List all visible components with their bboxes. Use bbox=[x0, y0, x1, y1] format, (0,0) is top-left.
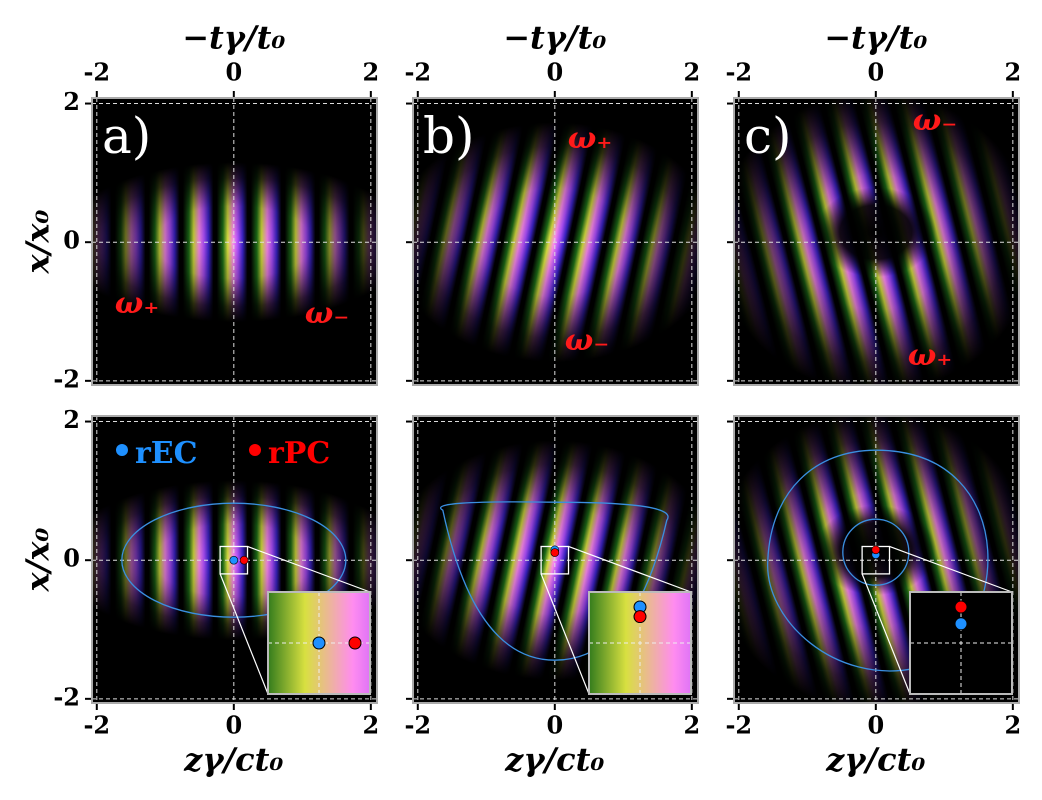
inset-point bbox=[312, 636, 326, 650]
x-tick-label: 0 bbox=[546, 58, 563, 87]
x-tick-label: 0 bbox=[225, 711, 242, 740]
field-image bbox=[734, 98, 1019, 385]
annotation: ω₊ bbox=[115, 286, 159, 321]
x-tick-label: 2 bbox=[362, 58, 379, 87]
x-tick-label: 2 bbox=[1004, 711, 1021, 740]
plot-frame bbox=[733, 415, 1020, 704]
inset-point bbox=[954, 600, 968, 614]
y-tick-label: -2 bbox=[53, 364, 80, 393]
y-tick-label: 2 bbox=[63, 87, 80, 116]
zoom-connector bbox=[568, 545, 692, 593]
zoom-connector bbox=[861, 573, 911, 695]
y-axis-label: x/x₀ bbox=[19, 528, 57, 593]
legend-label: rEC bbox=[135, 436, 198, 471]
plot-frame bbox=[91, 97, 378, 386]
inset-point bbox=[348, 636, 362, 650]
x2-axis-label: −tγ/t₀ bbox=[503, 19, 606, 57]
plot-frame bbox=[412, 97, 699, 386]
inset-point bbox=[954, 617, 968, 631]
annotation: ω₊ bbox=[908, 338, 952, 373]
panel: -2 0 2 -2 0 2 rEC rPC bbox=[53, 405, 379, 739]
annotation: ω₋ bbox=[305, 296, 349, 331]
field-image bbox=[92, 98, 377, 385]
zoom-connector bbox=[219, 573, 269, 695]
x-tick-label: 2 bbox=[683, 58, 700, 87]
inset-frame bbox=[909, 591, 1013, 695]
zoom-connector bbox=[889, 545, 1013, 593]
x-tick-label: -2 bbox=[83, 58, 110, 87]
point bbox=[550, 548, 560, 557]
panel-label: c) bbox=[744, 107, 792, 165]
point bbox=[239, 555, 249, 565]
x-tick-label: -2 bbox=[404, 711, 431, 740]
y-tick-label: 2 bbox=[63, 405, 80, 434]
contour bbox=[440, 501, 669, 661]
y-tick-label: 0 bbox=[63, 226, 80, 255]
x-tick-label: 2 bbox=[362, 711, 379, 740]
point bbox=[871, 545, 881, 555]
x-tick-label: 0 bbox=[867, 711, 884, 740]
annotation: ω₊ bbox=[568, 121, 612, 156]
x-axis-label: zγ/ct₀ bbox=[825, 741, 925, 779]
x-tick-label: 2 bbox=[1004, 58, 1021, 87]
x-tick-label: -2 bbox=[83, 711, 110, 740]
plot-frame bbox=[91, 415, 378, 704]
x2-axis-label: −tγ/t₀ bbox=[824, 19, 927, 57]
inset-point bbox=[633, 610, 647, 624]
point bbox=[229, 555, 239, 565]
zoom-connector bbox=[540, 573, 590, 695]
x2-axis-label: −tγ/t₀ bbox=[182, 19, 285, 57]
x-tick-label: 0 bbox=[546, 711, 563, 740]
fringes bbox=[734, 98, 1019, 385]
plot-frame bbox=[412, 415, 699, 704]
panel: -2 0 2 bbox=[404, 58, 700, 386]
fringes bbox=[413, 98, 698, 385]
annotation: ω₋ bbox=[565, 323, 609, 358]
fringes bbox=[92, 98, 377, 385]
x-axis-label: zγ/ct₀ bbox=[504, 741, 604, 779]
inset-frame bbox=[267, 591, 371, 695]
contour bbox=[767, 449, 989, 672]
plot-frame bbox=[733, 97, 1020, 386]
panel: -2 0 2-202 bbox=[53, 58, 379, 394]
zoom-connector bbox=[247, 545, 371, 593]
panel: -2 0 2 bbox=[725, 415, 1021, 740]
inset-frame bbox=[588, 591, 692, 695]
y-axis-label: x/x₀ bbox=[19, 210, 57, 275]
legend-marker bbox=[116, 444, 128, 456]
panel-label: b) bbox=[423, 107, 475, 165]
x-axis-label: zγ/ct₀ bbox=[183, 741, 283, 779]
legend-marker bbox=[249, 444, 261, 456]
x-tick-label: -2 bbox=[404, 58, 431, 87]
contour bbox=[842, 518, 910, 586]
field-image bbox=[413, 98, 698, 385]
panel-label: a) bbox=[102, 107, 151, 165]
annotation: ω₋ bbox=[913, 103, 957, 138]
x-tick-label: 2 bbox=[683, 711, 700, 740]
panel: -2 0 2 bbox=[404, 415, 700, 740]
panel: -2 0 2 bbox=[725, 58, 1021, 386]
x-tick-label: 0 bbox=[867, 58, 884, 87]
y-tick-label: 0 bbox=[63, 544, 80, 573]
legend-label: rPC bbox=[268, 436, 330, 471]
x-tick-label: 0 bbox=[225, 58, 242, 87]
y-tick-label: -2 bbox=[53, 682, 80, 711]
x-tick-label: -2 bbox=[725, 711, 752, 740]
contour bbox=[121, 502, 347, 618]
x-tick-label: -2 bbox=[725, 58, 752, 87]
